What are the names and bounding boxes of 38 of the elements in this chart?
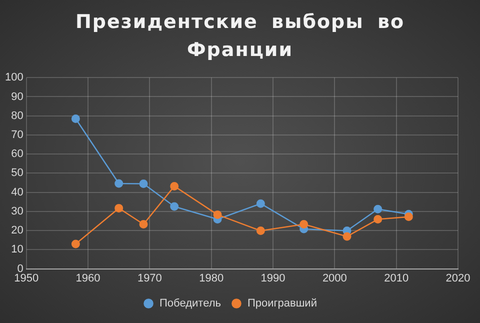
x-tick-label: 2000 xyxy=(322,272,347,284)
x-tick-label: 2020 xyxy=(446,272,470,284)
point xyxy=(139,179,148,188)
point xyxy=(71,240,80,248)
y-tick-label: 10 xyxy=(11,244,24,256)
point xyxy=(71,114,80,123)
y-tick-label: 40 xyxy=(11,186,24,198)
x-tick-label: 1980 xyxy=(199,272,224,284)
point xyxy=(114,204,124,212)
y-tick-label: 70 xyxy=(11,128,24,141)
y-tick-label: 0 xyxy=(17,262,24,275)
x-tick-label: 1990 xyxy=(260,272,286,284)
y-tick-label: 30 xyxy=(11,205,24,218)
point xyxy=(213,210,222,219)
point xyxy=(300,220,308,228)
y-tick-label: 20 xyxy=(11,224,24,237)
chart-title: Президентские выборы во Франции xyxy=(74,10,406,63)
point xyxy=(256,199,265,208)
point xyxy=(170,202,179,211)
x-tick-label: 1970 xyxy=(137,272,162,284)
point xyxy=(256,226,265,235)
x-tick-label: 2010 xyxy=(384,272,409,284)
y-tick-label: 80 xyxy=(11,110,24,122)
point xyxy=(342,232,352,241)
point xyxy=(170,182,179,190)
point xyxy=(139,220,148,228)
y-tick-label: 90 xyxy=(11,90,24,103)
legend-label: Победитель xyxy=(160,298,222,310)
x-tick-label: 1950 xyxy=(14,272,39,284)
legend-label: Проигравший xyxy=(247,298,317,310)
y-tick-label: 100 xyxy=(4,72,24,84)
y-tick-label: 60 xyxy=(11,148,24,160)
point xyxy=(404,212,413,222)
y-tick-label: 50 xyxy=(11,167,24,180)
point xyxy=(374,215,382,224)
x-tick-label: 1960 xyxy=(76,272,100,284)
point xyxy=(114,179,124,188)
point xyxy=(374,204,382,214)
